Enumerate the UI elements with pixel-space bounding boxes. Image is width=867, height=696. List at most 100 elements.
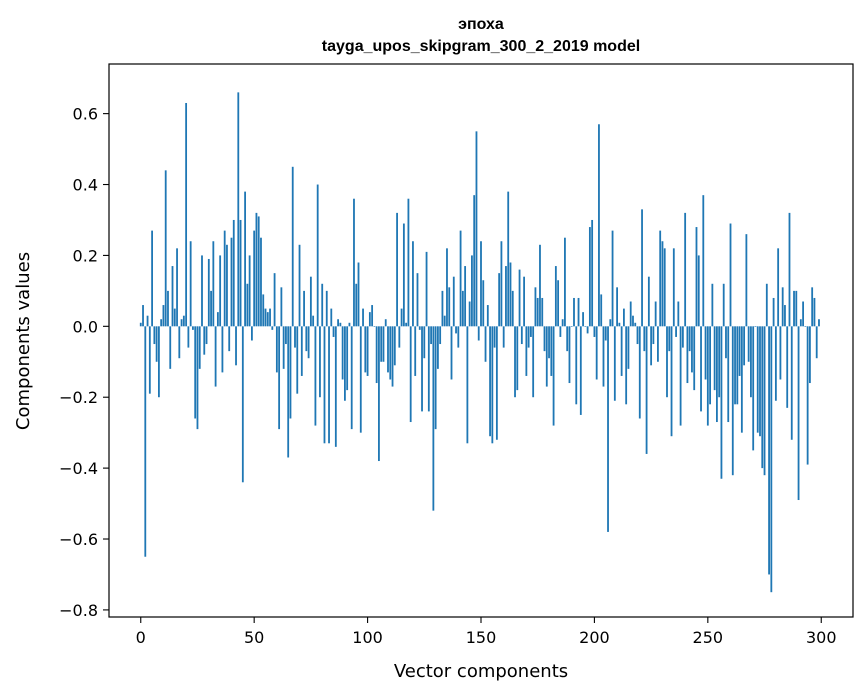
bar [706,326,709,426]
bar [668,326,671,352]
bar [541,297,544,327]
bar [579,326,582,415]
bar [294,326,296,348]
bar [305,326,308,352]
bar [180,319,183,327]
bar [475,131,478,327]
x-tick-label: 250 [693,628,724,647]
bar [584,326,587,327]
bar [378,326,380,462]
bar [697,255,700,327]
bar [353,198,355,327]
bar [366,326,369,376]
bar [818,319,820,327]
bar [287,326,290,458]
bar [654,301,657,327]
bar [611,230,614,327]
bar [196,326,199,430]
bar [405,322,408,327]
bar [368,312,371,327]
bar [223,230,226,327]
bar [452,276,455,327]
x-tick-label: 100 [352,628,383,647]
x-tick-label: 200 [579,628,610,647]
bar [813,297,816,327]
bar [797,326,800,501]
bar [566,326,569,352]
bar [316,184,319,327]
bar [788,212,791,327]
bar [754,326,757,327]
bar [271,326,274,330]
bar [407,198,410,327]
x-tick-label: 300 [806,628,837,647]
bar [269,308,271,327]
bar [679,326,682,426]
bar [520,326,523,345]
bar [659,230,662,327]
bar [402,223,405,327]
bar [162,305,165,327]
bar [285,326,287,345]
bar [309,276,312,327]
bar [380,326,383,362]
bar [523,276,525,327]
bar [457,326,460,348]
bar [239,219,242,327]
bar [761,326,764,469]
bar [207,258,210,327]
bar [171,266,174,327]
bar [427,326,430,412]
bar [731,326,734,476]
bar [486,305,489,327]
bar [534,287,537,327]
bar [176,248,178,327]
bar [620,326,623,376]
bar [811,287,814,327]
bar [167,290,169,327]
bar [246,283,249,327]
bar [446,248,448,327]
bar [677,301,680,327]
bar [598,124,600,327]
bar [657,326,659,362]
bar [260,237,262,327]
bar [509,262,512,327]
bar [398,326,401,348]
bar [493,326,496,348]
bar [364,326,367,373]
bar [182,315,185,327]
bar [532,326,535,398]
bar [321,283,324,327]
bar [645,326,648,454]
bar [275,326,278,373]
bar [591,219,594,327]
bar [459,230,462,327]
bar [607,326,609,532]
bar [348,322,351,327]
bar [498,273,501,327]
bar [623,308,625,327]
bar [155,326,158,362]
bar [439,326,442,345]
x-tick-label: 150 [466,628,497,647]
bar [443,315,446,327]
y-tick-label: −0.8 [59,601,98,620]
bar [561,319,564,327]
bar [548,326,550,359]
bar [568,326,571,384]
bar [564,237,566,327]
bar [319,326,321,398]
bar [777,248,780,327]
bar [257,216,260,327]
bar [192,326,194,330]
bar [237,92,240,327]
bar [362,308,364,327]
bar [641,209,643,327]
bar [525,326,528,376]
bar [786,326,789,408]
bar [432,326,435,511]
bar [570,326,573,327]
bar [740,326,743,433]
